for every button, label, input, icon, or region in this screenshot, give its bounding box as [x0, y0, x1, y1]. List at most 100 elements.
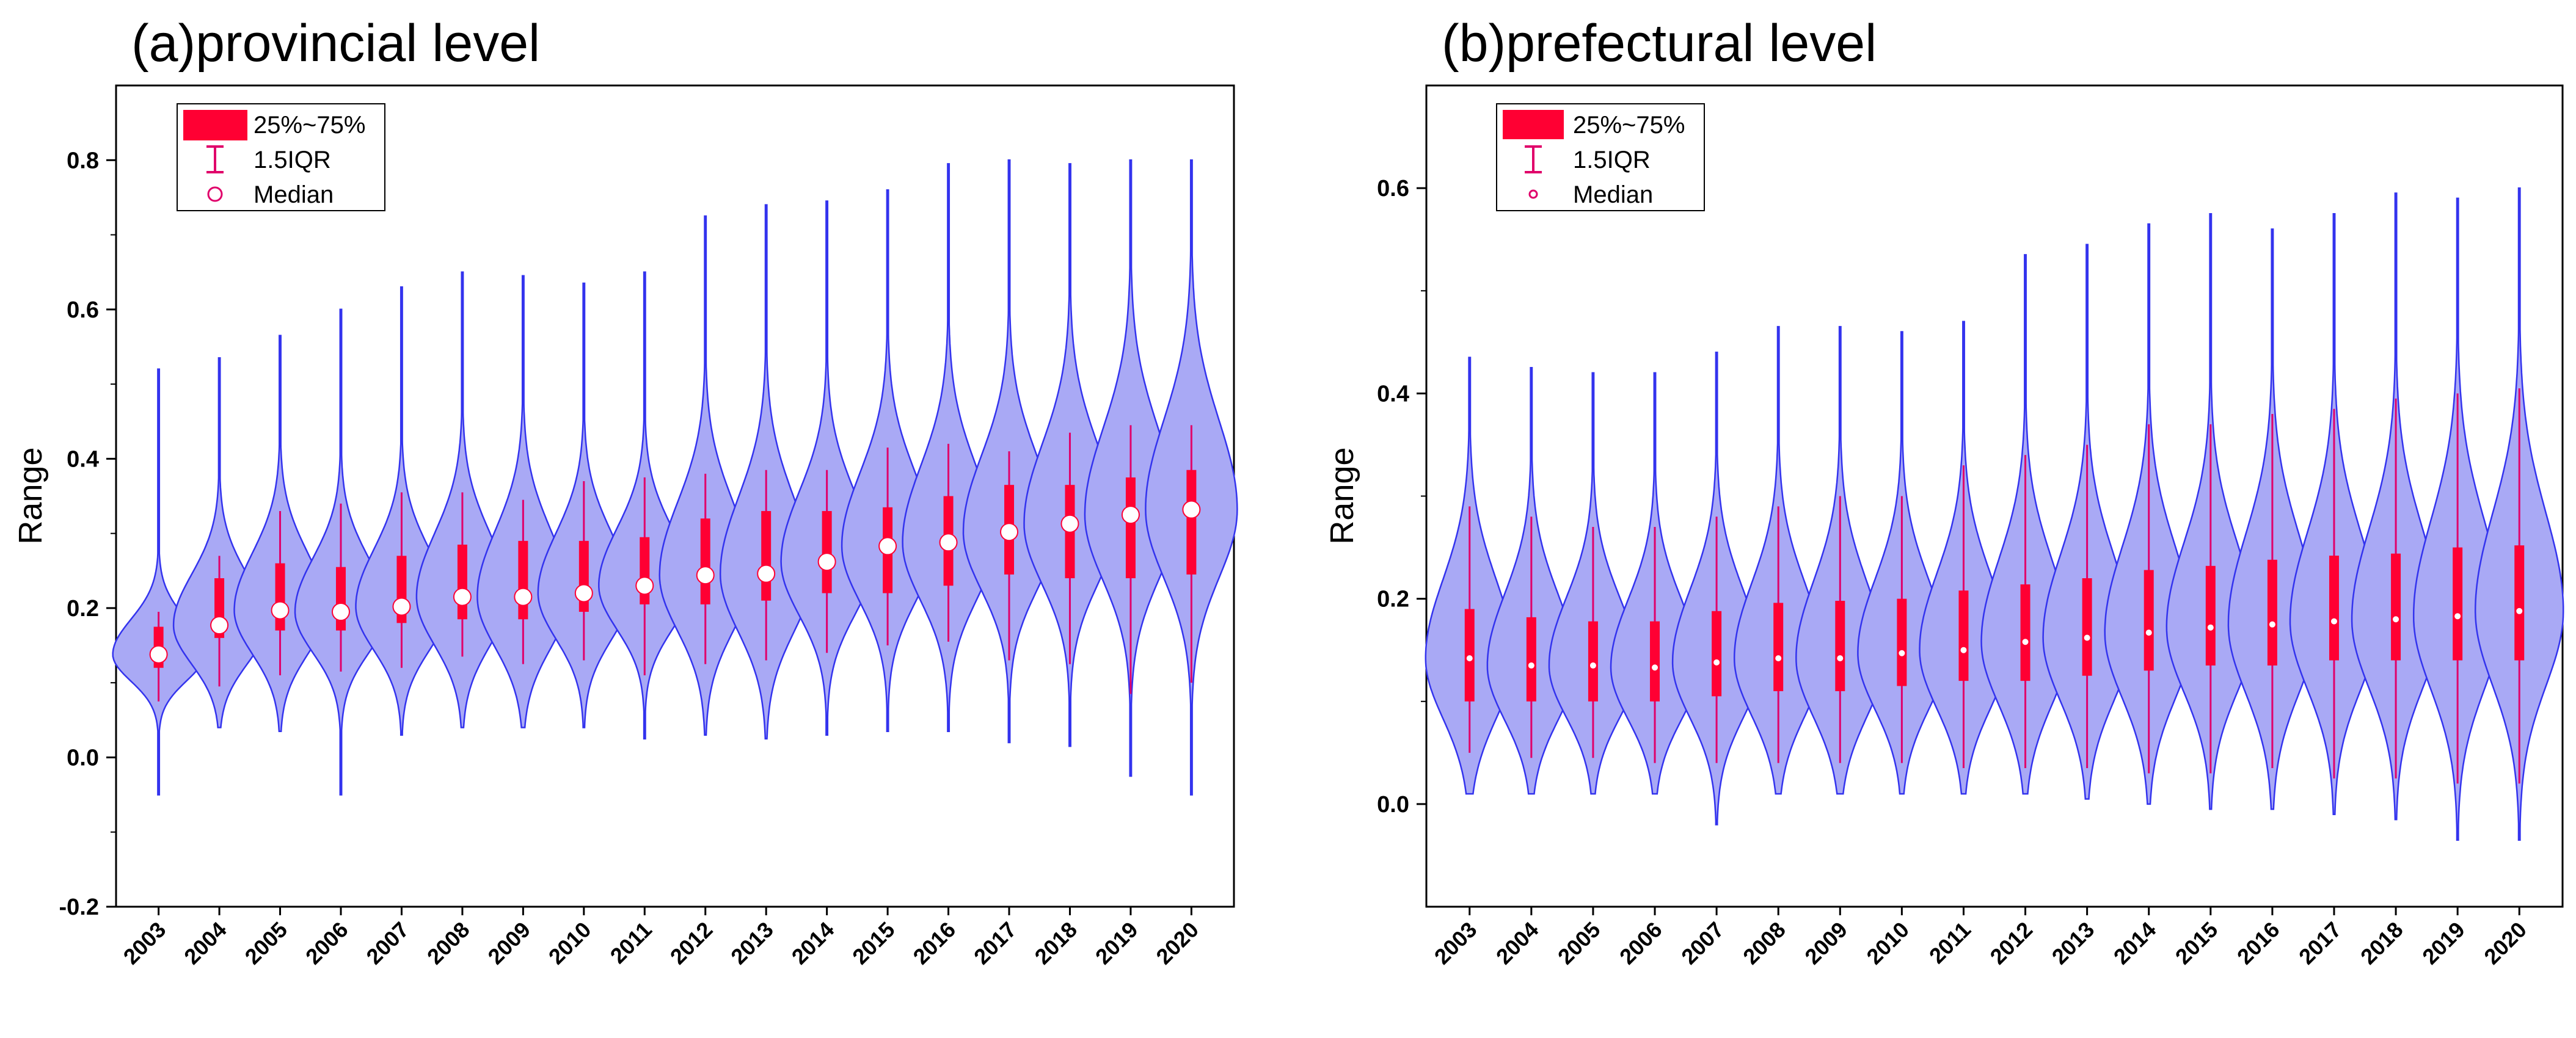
median-marker-2018	[1060, 514, 1079, 533]
legend-box-label: 25%~75%	[254, 112, 365, 139]
x-tick-label: 2003	[119, 917, 171, 970]
violin-series	[112, 159, 1238, 796]
legend-median-label: Median	[254, 181, 334, 208]
y-tick-label: 0.0	[1377, 792, 1409, 818]
iqr-box-2018	[2391, 553, 2401, 661]
x-tick-label: 2011	[605, 917, 657, 968]
legend-whisker-swatch	[1525, 145, 1542, 173]
x-tick-label: 2015	[2170, 917, 2223, 970]
iqr-box-2005	[275, 563, 285, 631]
iqr-box-2004	[1526, 617, 1536, 702]
x-axis-ticks: 2003 2004 2005 2006 2007 2008 2009 2010 2011 2012…	[119, 907, 1203, 969]
iqr-box-2013	[2082, 578, 2092, 676]
x-tick-label: 2006	[301, 917, 353, 970]
median-marker-2015	[2206, 623, 2215, 632]
y-axis-label: Range	[12, 447, 49, 544]
median-marker-2008	[1774, 654, 1783, 663]
y-tick-label: 0.2	[67, 596, 99, 622]
violin-series	[1425, 187, 2564, 841]
legend-median-swatch	[1528, 189, 1538, 199]
median-marker-2007	[392, 597, 411, 616]
iqr-box-2015	[2205, 565, 2216, 666]
legend-median-label: Median	[1573, 181, 1653, 208]
iqr-box-2017	[2329, 556, 2339, 661]
iqr-box-2020	[2514, 545, 2525, 661]
x-tick-label: 2016	[908, 917, 961, 970]
iqr-box-2019	[1125, 477, 1136, 578]
x-tick-label: 2019	[1090, 917, 1143, 970]
legend-whisker-label: 1.5IQR	[254, 147, 331, 173]
y-tick-label: 0.2	[1377, 587, 1409, 612]
median-marker-2006	[1651, 663, 1660, 672]
median-marker-2008	[453, 587, 472, 606]
x-tick-label: 2007	[1676, 917, 1729, 970]
y-tick-label: 0.4	[1377, 381, 1409, 407]
legend-box-swatch	[1503, 110, 1564, 139]
median-marker-2012	[2021, 637, 2030, 647]
x-tick-label: 2003	[1429, 917, 1482, 970]
median-marker-2005	[271, 601, 290, 620]
x-tick-label: 2020	[2479, 917, 2531, 970]
median-marker-2013	[757, 564, 776, 583]
median-marker-2006	[331, 603, 350, 622]
legend: 25%~75% 1.5IQR Median	[177, 103, 385, 211]
iqr-box-2019	[2453, 547, 2463, 661]
legend: 25%~75% 1.5IQR Median	[1496, 103, 1705, 211]
x-tick-label: 2018	[2355, 917, 2408, 970]
median-marker-2007	[1712, 658, 1721, 667]
legend-whisker-label: 1.5IQR	[1573, 147, 1651, 173]
x-tick-label: 2008	[422, 917, 475, 970]
median-marker-2009	[514, 587, 533, 606]
x-tick-label: 2016	[2232, 917, 2285, 970]
x-tick-label: 2013	[726, 917, 778, 970]
median-marker-2019	[2453, 612, 2462, 621]
chart-title: (b)prefectural level	[1442, 14, 1877, 73]
x-tick-label: 2006	[1615, 917, 1667, 970]
x-tick-label: 2011	[1924, 917, 1976, 968]
iqr-box-2010	[1897, 598, 1907, 686]
x-tick-label: 2014	[787, 917, 839, 970]
y-tick-label: 0.4	[67, 446, 99, 472]
median-marker-2018	[2392, 615, 2401, 624]
median-marker-2011	[1959, 645, 1968, 655]
panel-prefectural: (b)prefectural level Range 0.00.20.40.6 …	[1324, 14, 2564, 969]
median-marker-2012	[696, 566, 715, 585]
x-tick-label: 2020	[1151, 917, 1203, 970]
x-tick-label: 2008	[1738, 917, 1790, 970]
x-tick-label: 2013	[2047, 917, 2100, 970]
y-tick-label: 0.8	[67, 148, 99, 173]
median-marker-2020	[2515, 606, 2524, 615]
iqr-box-2012	[700, 518, 710, 604]
violin-2014	[780, 200, 874, 736]
x-tick-label: 2018	[1029, 917, 1082, 970]
x-tick-label: 2012	[1985, 917, 2038, 970]
median-marker-2013	[2082, 633, 2092, 642]
iqr-box-2009	[518, 540, 528, 620]
x-tick-label: 2015	[847, 917, 900, 970]
x-tick-label: 2014	[2109, 917, 2161, 970]
x-tick-label: 2017	[969, 917, 1021, 970]
median-marker-2004	[1527, 661, 1536, 670]
y-axis-ticks: 0.0 0.2 0.4 0.6	[1377, 176, 1426, 818]
legend-whisker-swatch	[206, 145, 224, 173]
median-marker-2017	[1000, 523, 1019, 542]
x-tick-label: 2019	[2417, 917, 2470, 970]
iqr-box-2008	[457, 544, 467, 620]
median-marker-2020	[1182, 500, 1201, 519]
x-tick-label: 2010	[1861, 917, 1914, 970]
iqr-box-2020	[1186, 470, 1197, 575]
y-tick-label: -0.2	[59, 895, 99, 920]
median-marker-2005	[1588, 661, 1597, 670]
legend-box-label: 25%~75%	[1573, 112, 1685, 139]
x-tick-label: 2005	[1553, 917, 1605, 970]
x-tick-label: 2004	[179, 917, 232, 970]
iqr-box-2008	[1773, 603, 1784, 691]
iqr-box-2016	[2267, 559, 2277, 666]
x-tick-label: 2004	[1491, 917, 1544, 970]
median-marker-2011	[635, 576, 654, 595]
median-marker-2003	[149, 645, 168, 664]
median-marker-2017	[2329, 617, 2338, 626]
x-axis-ticks: 2003 2004 2005 2006 2007 2008 2009 2010 2011 2012…	[1429, 907, 2531, 969]
y-axis-label: Range	[1324, 447, 1360, 544]
